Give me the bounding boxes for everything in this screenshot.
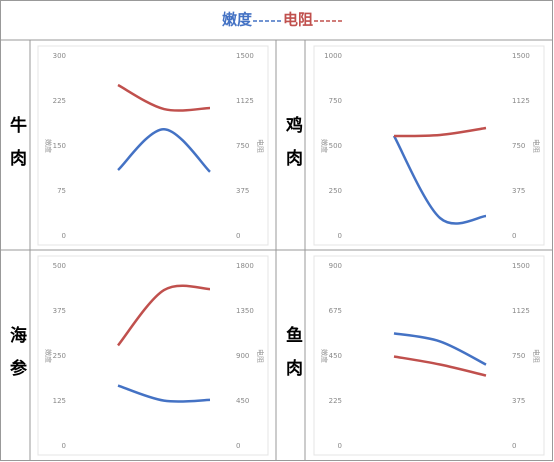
y2-tick-label: 1350 [236,307,254,315]
y-tick-label: 300 [53,52,66,60]
y-tick-label: 0 [62,232,66,240]
y-tick-label: 500 [329,142,342,150]
y2-tick-label: 375 [512,187,525,195]
y2-tick-label: 1125 [512,307,530,315]
series-line [117,83,211,112]
y2-tick-label: 0 [236,232,240,240]
y2-tick-label: 900 [236,352,249,360]
plot-frame [313,255,545,456]
series-line [117,127,211,173]
y2-tick-label: 1125 [236,97,254,105]
y2-axis-title: 电阻 [532,139,541,153]
series-line [393,355,487,377]
y2-tick-label: 750 [512,352,525,360]
y-tick-label: 0 [338,442,342,450]
y-tick-label: 75 [57,187,66,195]
y2-tick-label: 1500 [512,52,530,60]
y-tick-label: 225 [53,97,66,105]
y2-axis-title: 电阻 [256,349,265,363]
y-axis-title: 嫩度 [320,139,329,153]
plot-frame [313,45,545,246]
y-tick-label: 0 [338,232,342,240]
y2-tick-label: 375 [512,397,525,405]
y2-tick-label: 450 [236,397,249,405]
y-tick-label: 150 [53,142,66,150]
y-axis-title: 嫩度 [320,349,329,363]
panel-label: 牛肉 [6,115,27,182]
y-tick-label: 450 [329,352,342,360]
y-tick-label: 500 [53,262,66,270]
series-line [117,384,211,403]
y2-tick-label: 1500 [236,52,254,60]
y-axis-title: 嫩度 [44,139,53,153]
y-tick-label: 250 [329,187,342,195]
y-tick-label: 675 [329,307,342,315]
y-tick-label: 225 [329,397,342,405]
y2-tick-label: 750 [512,142,525,150]
panel-label: 鱼肉 [282,325,303,392]
y-tick-label: 125 [53,397,66,405]
y2-tick-label: 1800 [236,262,254,270]
plot-frame [37,255,269,456]
plot-frame [37,45,269,246]
y2-axis-title: 电阻 [532,349,541,363]
y-tick-label: 0 [62,442,66,450]
series-line [392,135,487,225]
y2-tick-label: 0 [236,442,240,450]
y2-tick-label: 375 [236,187,249,195]
legend-label: 嫩度 [222,11,253,29]
y-axis-title: 嫩度 [44,349,53,363]
series-line [117,284,211,347]
y2-tick-label: 1500 [512,262,530,270]
series-line [393,126,487,138]
y-tick-label: 250 [53,352,66,360]
y2-tick-label: 0 [512,232,516,240]
panel-label: 海参 [6,325,27,392]
y2-tick-label: 750 [236,142,249,150]
legend-label: 电阻 [283,11,313,29]
panel-label: 鸡肉 [282,115,304,182]
y-tick-label: 900 [329,262,342,270]
series-line [393,332,487,366]
y2-tick-label: 0 [512,442,516,450]
y-tick-label: 1000 [324,52,342,60]
y-tick-label: 375 [53,307,66,315]
y2-tick-label: 1125 [512,97,530,105]
y2-axis-title: 电阻 [256,139,265,153]
y-tick-label: 750 [329,97,342,105]
